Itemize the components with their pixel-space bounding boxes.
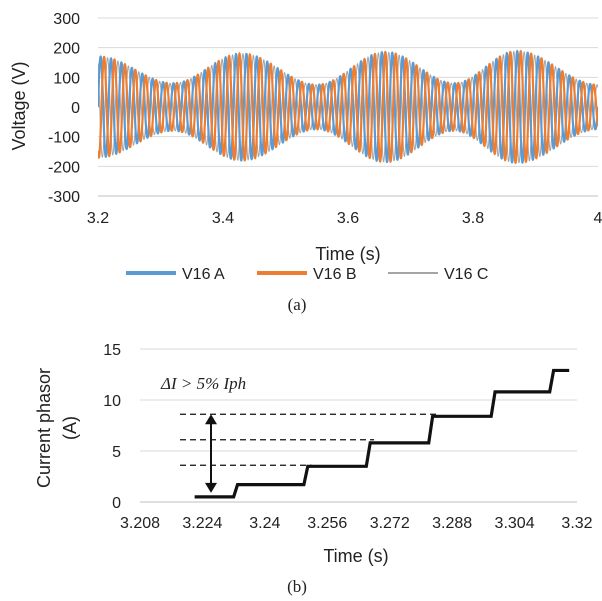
x-tick-label: 3.2 (87, 210, 109, 227)
x-tick-label: 3.272 (370, 515, 410, 532)
y-tick-label: 300 (53, 11, 80, 28)
x-tick-label: 3.304 (495, 515, 535, 532)
current-phasor-line (194, 368, 570, 499)
current-x-axis-title: Time (s) (323, 546, 388, 566)
y-tick-label: 200 (53, 41, 80, 58)
x-tick-label: 3.4 (212, 210, 234, 227)
voltage-y-axis-title: Voltage (V) (9, 61, 29, 150)
voltage-waveforms (98, 49, 598, 165)
legend-label: V16 A (182, 266, 225, 283)
caption-b: (b) (287, 577, 307, 596)
caption-a: (a) (288, 295, 307, 314)
current-chart-gridlines (140, 348, 577, 503)
voltage-x-tick-labels: 3.2 3.4 3.6 3.8 4 (87, 210, 602, 227)
voltage-legend: V16 A V16 B V16 C (126, 266, 488, 283)
voltage-x-axis-title: Time (s) (315, 244, 380, 264)
series-line-v16-b (98, 49, 598, 165)
current-y-tick-labels: 15 10 5 0 (103, 342, 121, 512)
y-tick-label: -300 (48, 189, 80, 206)
y-tick-label: 15 (103, 342, 121, 359)
x-tick-label: 3.224 (182, 515, 222, 532)
x-tick-label: 3.8 (462, 210, 484, 227)
arrow-head-up (205, 414, 217, 425)
current-phasor-chart: 15 10 5 0 3.208 3.224 3.24 3.256 3.272 3.288 3.30… (34, 342, 593, 596)
x-tick-label: 3.208 (120, 515, 160, 532)
legend-label: V16 C (444, 266, 488, 283)
y-tick-label: 0 (112, 495, 121, 512)
x-tick-label: 3.32 (561, 515, 592, 532)
voltage-y-tick-labels: 300 200 100 0 -100 -200 -300 (48, 11, 80, 206)
current-phasor-series (194, 368, 570, 499)
voltage-chart: 300 200 100 0 -100 -200 -300 3.2 3.4 3.6 3.8 4 Vol… (9, 11, 602, 314)
x-tick-label: 3.288 (432, 515, 472, 532)
y-tick-label: -200 (48, 159, 80, 176)
x-tick-label: 4 (594, 210, 602, 227)
y-tick-label: 0 (71, 100, 80, 117)
y-tick-label: 10 (103, 393, 121, 410)
delta-i-annotation: ΔI > 5% Iph (160, 374, 246, 393)
y-tick-label: 5 (112, 444, 121, 461)
threshold-dashed-lines (180, 413, 437, 466)
legend-label: V16 B (313, 266, 357, 283)
series-line-v16-c (98, 50, 598, 164)
threshold-arrow (205, 414, 217, 493)
x-tick-label: 3.256 (307, 515, 347, 532)
arrow-head-down (205, 482, 217, 493)
current-x-tick-labels: 3.208 3.224 3.24 3.256 3.272 3.288 3.304 3.32 (120, 515, 593, 532)
current-y-axis-title-line1: Current phasor (34, 368, 54, 488)
y-tick-label: -100 (48, 130, 80, 147)
x-tick-label: 3.6 (337, 210, 359, 227)
x-tick-label: 3.24 (249, 515, 280, 532)
current-y-axis-title-line2: (A) (60, 416, 80, 440)
series-line-v16-a (98, 49, 598, 164)
y-tick-label: 100 (53, 70, 80, 87)
